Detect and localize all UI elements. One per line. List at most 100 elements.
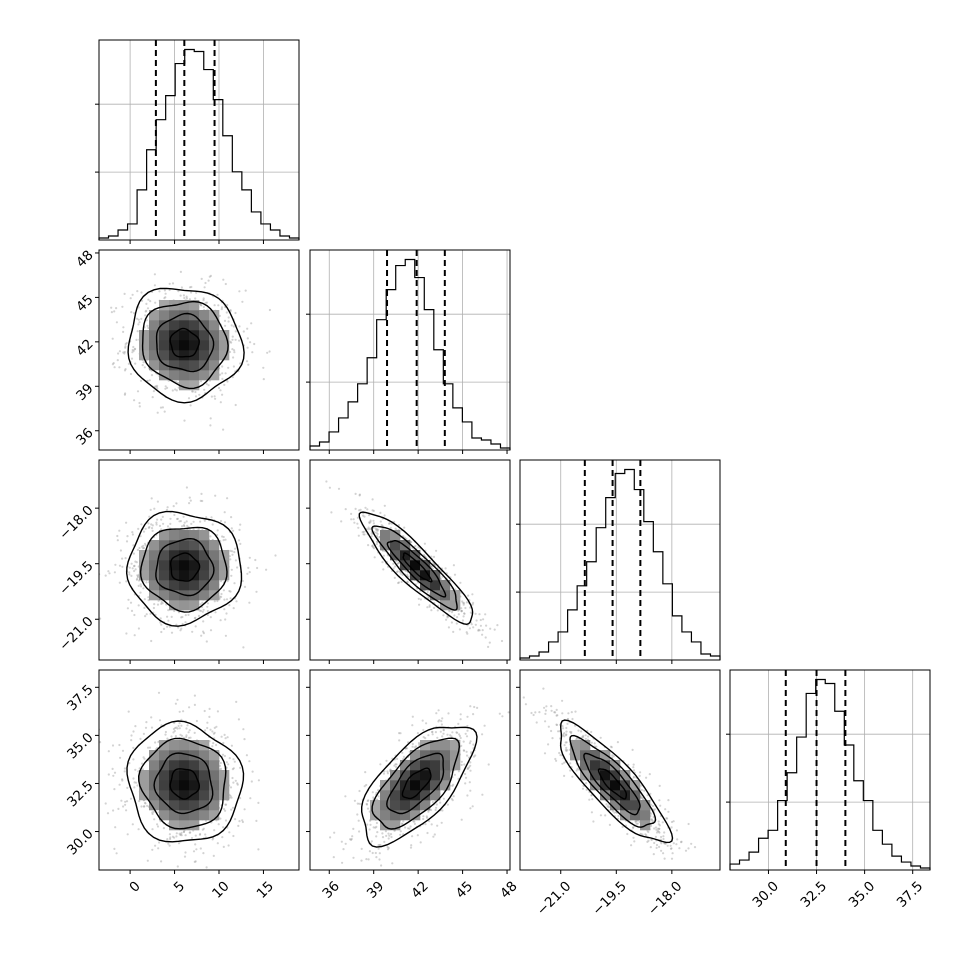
- scatter-point: [220, 735, 223, 738]
- density-cell: [450, 740, 461, 751]
- scatter-point: [231, 338, 234, 341]
- scatter-point: [463, 749, 466, 752]
- scatter-point: [374, 527, 377, 530]
- scatter-point: [249, 797, 252, 800]
- scatter-point: [484, 613, 487, 616]
- density-cell: [209, 800, 220, 811]
- scatter-point: [166, 386, 169, 389]
- scatter-point: [129, 297, 132, 300]
- scatter-point: [154, 844, 157, 847]
- scatter-point: [130, 562, 133, 565]
- scatter-point: [372, 826, 375, 829]
- scatter-point: [452, 795, 455, 798]
- scatter-point: [193, 694, 196, 697]
- scatter-point: [368, 521, 371, 524]
- density-cell: [390, 790, 401, 801]
- density-cell: [159, 530, 170, 541]
- scatter-point: [363, 785, 366, 788]
- scatter-point: [216, 599, 219, 603]
- scatter-point: [214, 397, 217, 400]
- scatter-point: [118, 783, 121, 786]
- scatter-point: [224, 538, 227, 541]
- scatter-point: [173, 513, 176, 517]
- scatter-point: [221, 377, 224, 380]
- density-cell: [159, 550, 170, 561]
- scatter-point: [224, 282, 227, 286]
- scatter-point: [507, 711, 510, 714]
- scatter-point: [141, 547, 145, 550]
- scatter-point: [157, 740, 160, 744]
- density-cell: [209, 550, 220, 561]
- scatter-point: [222, 589, 225, 592]
- scatter-point: [399, 830, 402, 833]
- density-cell: [420, 570, 431, 581]
- scatter-point: [107, 773, 110, 776]
- density-cell: [139, 560, 150, 571]
- scatter-point: [658, 824, 661, 827]
- scatter-point: [216, 529, 219, 532]
- scatter-point: [150, 639, 153, 643]
- scatter-point: [164, 292, 167, 295]
- scatter-point: [238, 339, 241, 342]
- density-cell: [149, 360, 160, 371]
- scatter-point: [172, 727, 175, 731]
- scatter-point: [189, 499, 192, 502]
- density-cell: [189, 370, 200, 381]
- scatter-point: [410, 844, 413, 847]
- scatter-point: [142, 805, 145, 808]
- scatter-point: [164, 296, 167, 299]
- scatter-point: [422, 728, 425, 732]
- scatter-point: [147, 298, 150, 301]
- scatter-point: [496, 624, 499, 627]
- scatter-point: [178, 727, 181, 730]
- scatter-point: [147, 522, 150, 525]
- scatter-point: [116, 359, 119, 362]
- scatter-point: [132, 544, 135, 547]
- scatter-point: [227, 763, 230, 766]
- scatter-point: [99, 617, 102, 620]
- scatter-point: [250, 780, 253, 783]
- scatter-point: [377, 795, 380, 798]
- scatter-point: [153, 818, 156, 821]
- scatter-point: [452, 564, 455, 567]
- density-cell: [139, 570, 150, 581]
- scatter-point: [208, 707, 211, 711]
- scatter-point: [134, 347, 137, 350]
- scatter-point: [389, 833, 393, 836]
- scatter-point: [194, 297, 197, 300]
- scatter-point: [576, 767, 579, 770]
- scatter-point: [178, 710, 181, 713]
- density-cell: [139, 770, 150, 781]
- scatter-point: [152, 606, 155, 610]
- scatter-point: [377, 528, 380, 531]
- scatter-point: [171, 282, 175, 285]
- scatter-point: [376, 532, 379, 536]
- density-cell: [420, 790, 431, 801]
- density-cell: [169, 340, 180, 351]
- scatter-point: [123, 770, 126, 773]
- scatter-point: [134, 560, 137, 563]
- scatter-point: [107, 750, 110, 753]
- scatter-point: [222, 278, 225, 281]
- scatter-point: [379, 763, 382, 766]
- scatter-point: [180, 834, 183, 837]
- scatter-point: [169, 837, 172, 841]
- density-cell: [380, 530, 391, 541]
- scatter-point: [575, 737, 579, 740]
- density-cell: [400, 790, 411, 801]
- scatter-point: [205, 866, 208, 869]
- density-cell: [189, 740, 200, 751]
- scatter-point: [231, 553, 234, 556]
- scatter-point: [206, 609, 209, 613]
- scatter-point: [375, 856, 378, 859]
- scatter-point: [158, 524, 162, 528]
- scatter-point: [268, 350, 271, 353]
- scatter-point: [190, 522, 193, 526]
- scatter-point: [222, 826, 225, 829]
- scatter-point: [146, 804, 149, 808]
- scatter-point: [137, 575, 140, 578]
- scatter-point: [170, 615, 173, 619]
- density-cell: [139, 350, 150, 361]
- scatter-point: [463, 763, 466, 766]
- scatter-point: [119, 549, 122, 552]
